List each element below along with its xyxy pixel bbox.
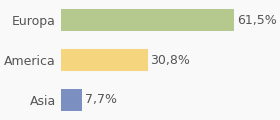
Bar (61, 89, 83, 111)
Text: 61,5%: 61,5% (237, 14, 277, 27)
Text: 7,7%: 7,7% (85, 93, 117, 106)
Text: 30,8%: 30,8% (150, 54, 190, 66)
Bar (61, 49, 148, 71)
Bar (61, 9, 234, 31)
